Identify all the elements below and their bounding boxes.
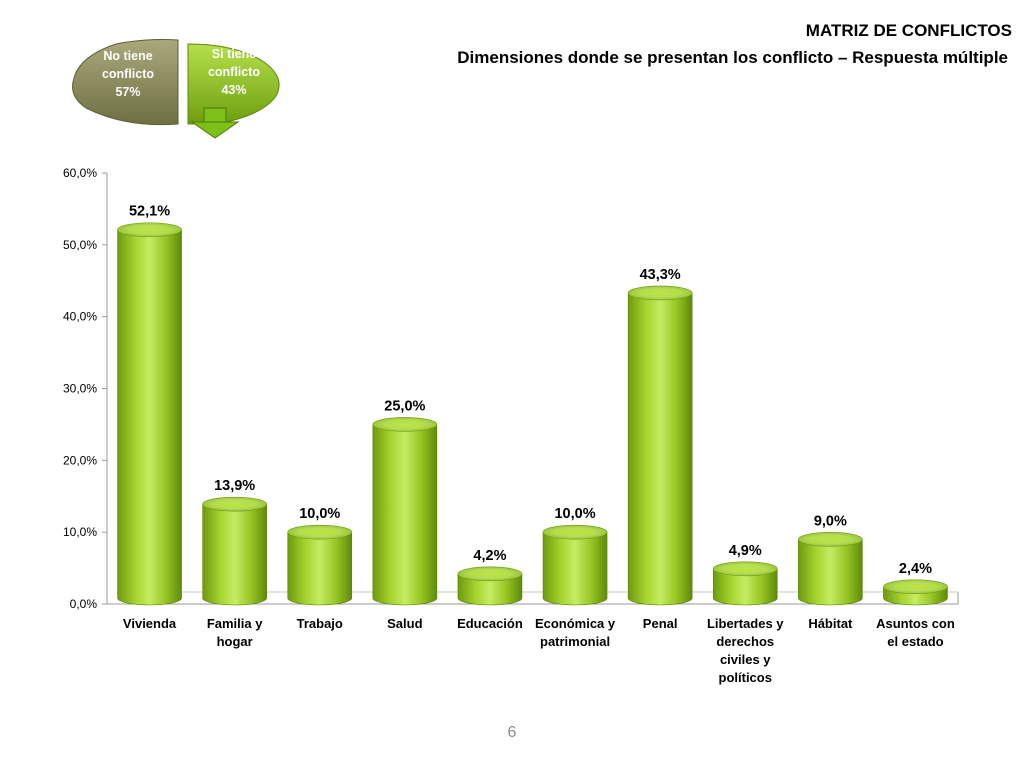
bar — [202, 496, 267, 606]
bar-body — [542, 531, 608, 606]
bar-cap-highlight — [723, 565, 768, 573]
x-tick-label: hogar — [217, 634, 253, 649]
y-tick-label: 10,0% — [63, 525, 97, 539]
bar-cap-highlight — [127, 226, 172, 234]
x-tick-label: patrimonial — [540, 634, 610, 649]
bar — [627, 285, 693, 606]
conflict-pie-chart: No tiene conflicto 57% Si tiene conflicto 43% — [72, 39, 280, 139]
y-tick-label: 0,0% — [70, 597, 98, 611]
page-number: 6 — [507, 724, 517, 741]
y-tick-label: 30,0% — [63, 382, 97, 396]
bar-cap-highlight — [297, 528, 342, 536]
data-label: 4,9% — [729, 543, 762, 559]
slide-subtitle: Dimensiones donde se presentan los confl… — [457, 48, 1008, 67]
arrow-down-icon — [190, 107, 240, 139]
data-label: 10,0% — [299, 506, 340, 522]
x-tick-label: Educación — [457, 616, 523, 631]
y-tick-label: 60,0% — [63, 166, 97, 180]
bar — [712, 561, 778, 606]
bar — [542, 524, 608, 606]
bar-body — [798, 539, 863, 606]
bar-body — [372, 424, 438, 606]
x-tick-label: Libertades y — [707, 616, 784, 631]
x-tick-label: Penal — [643, 616, 678, 631]
data-label: 25,0% — [384, 398, 425, 414]
title-block: MATRIZ DE CONFLICTOS Dimensiones donde s… — [457, 20, 1012, 69]
data-label: 52,1% — [129, 204, 170, 220]
x-tick-label: políticos — [719, 670, 772, 685]
bar-cap-highlight — [553, 528, 598, 536]
bar-body — [287, 531, 353, 606]
pie-slice-si-tiene — [187, 43, 280, 125]
bar-body — [712, 568, 778, 606]
x-tick-label: Económica y — [535, 616, 616, 631]
pie-slice-label: Si tiene — [212, 47, 257, 61]
bar-body — [202, 503, 267, 606]
pie-slice-no-tiene — [72, 39, 179, 126]
pie-slice-label: No tiene — [103, 49, 152, 63]
bar-cap-highlight — [382, 420, 427, 428]
y-tick-label: 40,0% — [63, 310, 97, 324]
bar — [798, 532, 863, 606]
bar-body — [627, 292, 693, 606]
x-tick-label: Hábitat — [808, 616, 853, 631]
bar — [883, 579, 948, 606]
x-tick-label: derechos — [716, 634, 774, 649]
x-tick-label: civiles y — [720, 652, 771, 667]
data-label: 2,4% — [899, 561, 932, 577]
data-label: 43,3% — [640, 267, 681, 283]
bar-cap-highlight — [638, 289, 683, 297]
slide-title: MATRIZ DE CONFLICTOS — [805, 21, 1012, 40]
y-tick-label: 50,0% — [63, 238, 97, 252]
x-tick-label: Asuntos con — [876, 616, 955, 631]
bar-cap-highlight — [212, 500, 257, 508]
x-tick-label: el estado — [887, 634, 943, 649]
data-label: 9,0% — [814, 513, 847, 529]
bar-body — [457, 573, 523, 606]
bar — [117, 222, 182, 606]
data-label: 13,9% — [214, 478, 255, 494]
data-label: 4,2% — [473, 548, 506, 564]
x-tick-label: Familia y — [207, 616, 263, 631]
pie-slice-label: conflicto — [208, 65, 260, 79]
y-tick-label: 20,0% — [63, 453, 97, 467]
bar-body — [117, 229, 182, 606]
bar — [287, 524, 353, 606]
data-label: 10,0% — [554, 506, 595, 522]
pie-slice-label: conflicto — [102, 67, 154, 81]
pie-slice-label: 57% — [115, 85, 140, 99]
x-tick-label: Trabajo — [297, 616, 343, 631]
bar — [457, 566, 523, 606]
x-tick-label: Vivienda — [123, 616, 177, 631]
bar-cap-highlight — [808, 535, 853, 543]
bar-cap-highlight — [467, 570, 512, 578]
x-tick-label: Salud — [387, 616, 422, 631]
bar-chart: 0,0% 10,0% 20,0% 30,0% 40,0% 50,0% 60,0% 52,1%… — [63, 166, 959, 685]
pie-slice-label: 43% — [221, 83, 246, 97]
bar-cap-highlight — [893, 583, 938, 591]
bar — [372, 417, 438, 606]
